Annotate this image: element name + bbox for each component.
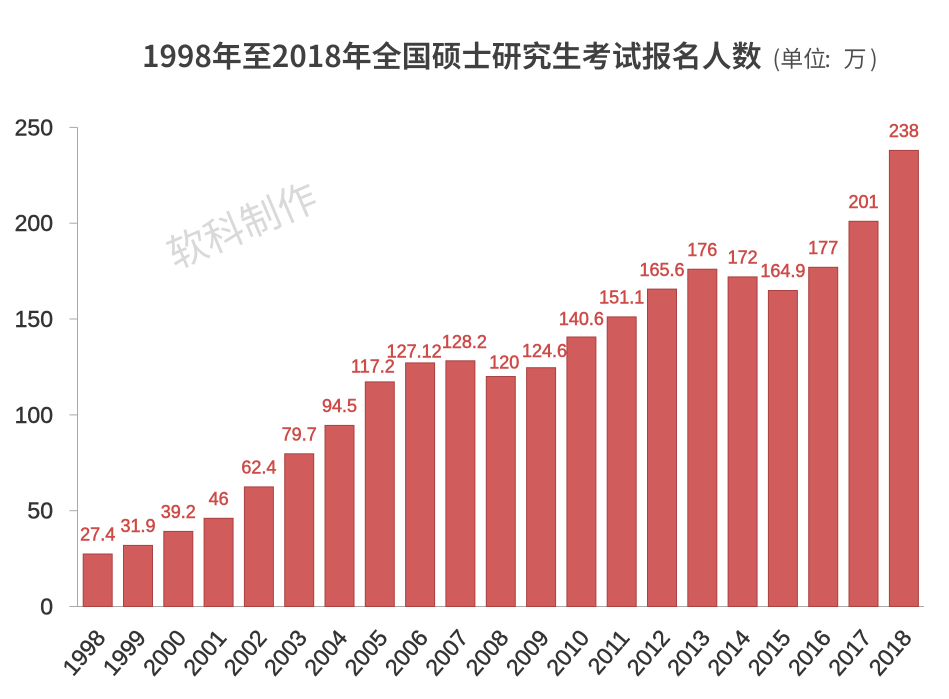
svg-text:27.4: 27.4 [80,525,115,545]
svg-text:127.12: 127.12 [387,342,442,362]
svg-text:140.6: 140.6 [559,309,604,329]
svg-text:200: 200 [15,210,53,236]
svg-text:177: 177 [808,238,838,258]
svg-text:120: 120 [489,353,519,373]
svg-text:0: 0 [40,594,53,620]
svg-text:151.1: 151.1 [599,288,644,308]
svg-text:165.6: 165.6 [639,260,684,280]
svg-text:31.9: 31.9 [120,516,155,536]
svg-text:172: 172 [728,248,758,268]
svg-text:128.2: 128.2 [442,332,487,352]
svg-text:176: 176 [687,240,717,260]
svg-text:250: 250 [15,114,53,140]
svg-text:39.2: 39.2 [161,502,196,522]
svg-text:94.5: 94.5 [322,396,357,416]
svg-text:201: 201 [848,192,878,212]
svg-text:62.4: 62.4 [241,458,276,478]
svg-text:124.6: 124.6 [522,341,567,361]
svg-text:164.9: 164.9 [760,261,805,281]
svg-text:50: 50 [27,498,53,524]
svg-text:46: 46 [209,489,229,509]
svg-text:150: 150 [15,306,53,332]
svg-text:238: 238 [889,121,919,141]
svg-text:117.2: 117.2 [351,357,395,377]
svg-text:79.7: 79.7 [282,425,317,445]
svg-text:100: 100 [15,402,53,428]
